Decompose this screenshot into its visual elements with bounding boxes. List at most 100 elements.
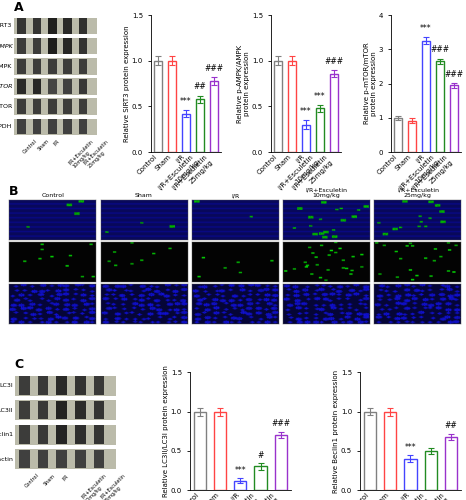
Bar [17, 79, 26, 94]
Bar [33, 38, 41, 54]
Bar [384, 412, 397, 490]
Bar [63, 58, 72, 74]
Title: I/R+Esculetin
10mg/kg: I/R+Esculetin 10mg/kg [306, 188, 348, 198]
Bar [33, 99, 41, 114]
Bar [48, 119, 57, 134]
Y-axis label: Relative p-AMPK/AMPK
protein expression: Relative p-AMPK/AMPK protein expression [237, 44, 250, 122]
Bar [14, 58, 96, 74]
Bar [210, 81, 218, 152]
Text: Sham: Sham [37, 138, 50, 151]
Text: SIRT3: SIRT3 [0, 24, 13, 28]
Bar [79, 18, 88, 34]
Bar [450, 86, 458, 152]
Bar [15, 376, 116, 396]
Bar [38, 401, 48, 419]
Text: ***: *** [234, 466, 246, 474]
Text: GAPDH: GAPDH [0, 124, 13, 130]
Bar [19, 376, 30, 395]
Text: p-mTOR: p-mTOR [0, 84, 13, 89]
Bar [14, 98, 96, 115]
Text: ###: ### [271, 420, 290, 428]
Bar [445, 436, 457, 490]
Bar [15, 449, 116, 469]
Text: LC3I: LC3I [0, 383, 13, 388]
Bar [422, 40, 430, 152]
Bar [168, 60, 176, 152]
Bar [14, 18, 96, 34]
Text: Control: Control [21, 138, 38, 154]
Bar [19, 450, 30, 468]
Text: B: B [9, 184, 19, 198]
Bar [75, 426, 86, 444]
Bar [214, 412, 226, 490]
Bar [38, 426, 48, 444]
Title: Sham: Sham [135, 194, 153, 198]
Text: A: A [14, 1, 23, 14]
Text: ##: ## [444, 421, 457, 430]
Title: I/R+Esculetin
25mg/kg: I/R+Esculetin 25mg/kg [397, 188, 439, 198]
Bar [302, 125, 310, 152]
Bar [14, 38, 96, 54]
Bar [48, 18, 57, 34]
Text: ###: ### [431, 46, 450, 54]
Bar [79, 119, 88, 134]
Bar [75, 376, 86, 395]
Bar [425, 451, 437, 490]
Bar [38, 376, 48, 395]
Bar [274, 435, 287, 490]
Text: ***: *** [300, 107, 312, 116]
Bar [394, 118, 402, 152]
Bar [14, 78, 96, 94]
Bar [288, 60, 296, 152]
Bar [234, 480, 247, 490]
Bar [154, 60, 162, 152]
Bar [17, 38, 26, 54]
Bar [17, 18, 26, 34]
Bar [56, 450, 67, 468]
Bar [63, 79, 72, 94]
Bar [364, 412, 377, 490]
Y-axis label: Relative SIRT3 protein expression: Relative SIRT3 protein expression [124, 26, 130, 142]
Bar [79, 99, 88, 114]
Bar [75, 401, 86, 419]
Bar [56, 376, 67, 395]
Text: ***: *** [314, 92, 326, 100]
Bar [33, 119, 41, 134]
Text: I/R: I/R [62, 473, 70, 481]
Text: C: C [14, 358, 24, 371]
Bar [63, 119, 72, 134]
Bar [194, 412, 206, 490]
Bar [19, 426, 30, 444]
Y-axis label: Relative p-mTOR/mTOR
protein expression: Relative p-mTOR/mTOR protein expression [364, 42, 377, 124]
Bar [436, 62, 444, 152]
Text: Sham: Sham [43, 473, 56, 486]
Bar [63, 38, 72, 54]
Text: ###: ### [204, 64, 223, 73]
Text: ***: *** [404, 443, 416, 452]
Text: p-AMPK: p-AMPK [0, 44, 13, 49]
Bar [196, 99, 204, 152]
Bar [17, 119, 26, 134]
Bar [254, 466, 267, 490]
Text: ##: ## [193, 82, 206, 92]
Bar [63, 18, 72, 34]
Text: ###: ### [324, 57, 343, 66]
Bar [330, 74, 338, 152]
Bar [33, 79, 41, 94]
Text: ***: *** [180, 97, 192, 106]
Bar [15, 424, 116, 444]
Bar [182, 114, 190, 152]
Bar [33, 58, 41, 74]
Text: I/R+Esculetin
25mg/kg: I/R+Esculetin 25mg/kg [83, 138, 114, 169]
Text: AMPK: AMPK [0, 64, 13, 69]
Bar [38, 450, 48, 468]
Bar [94, 426, 104, 444]
Title: I/R: I/R [231, 194, 240, 198]
Text: I/R+Esculetin
10mg/kg: I/R+Esculetin 10mg/kg [68, 138, 98, 169]
Bar [56, 426, 67, 444]
Bar [17, 99, 26, 114]
Text: β-actin: β-actin [0, 456, 13, 462]
Text: Beclin1: Beclin1 [0, 432, 13, 437]
Text: #: # [257, 451, 264, 460]
Text: I/R+Esculetin
10mg/kg: I/R+Esculetin 10mg/kg [80, 473, 111, 500]
